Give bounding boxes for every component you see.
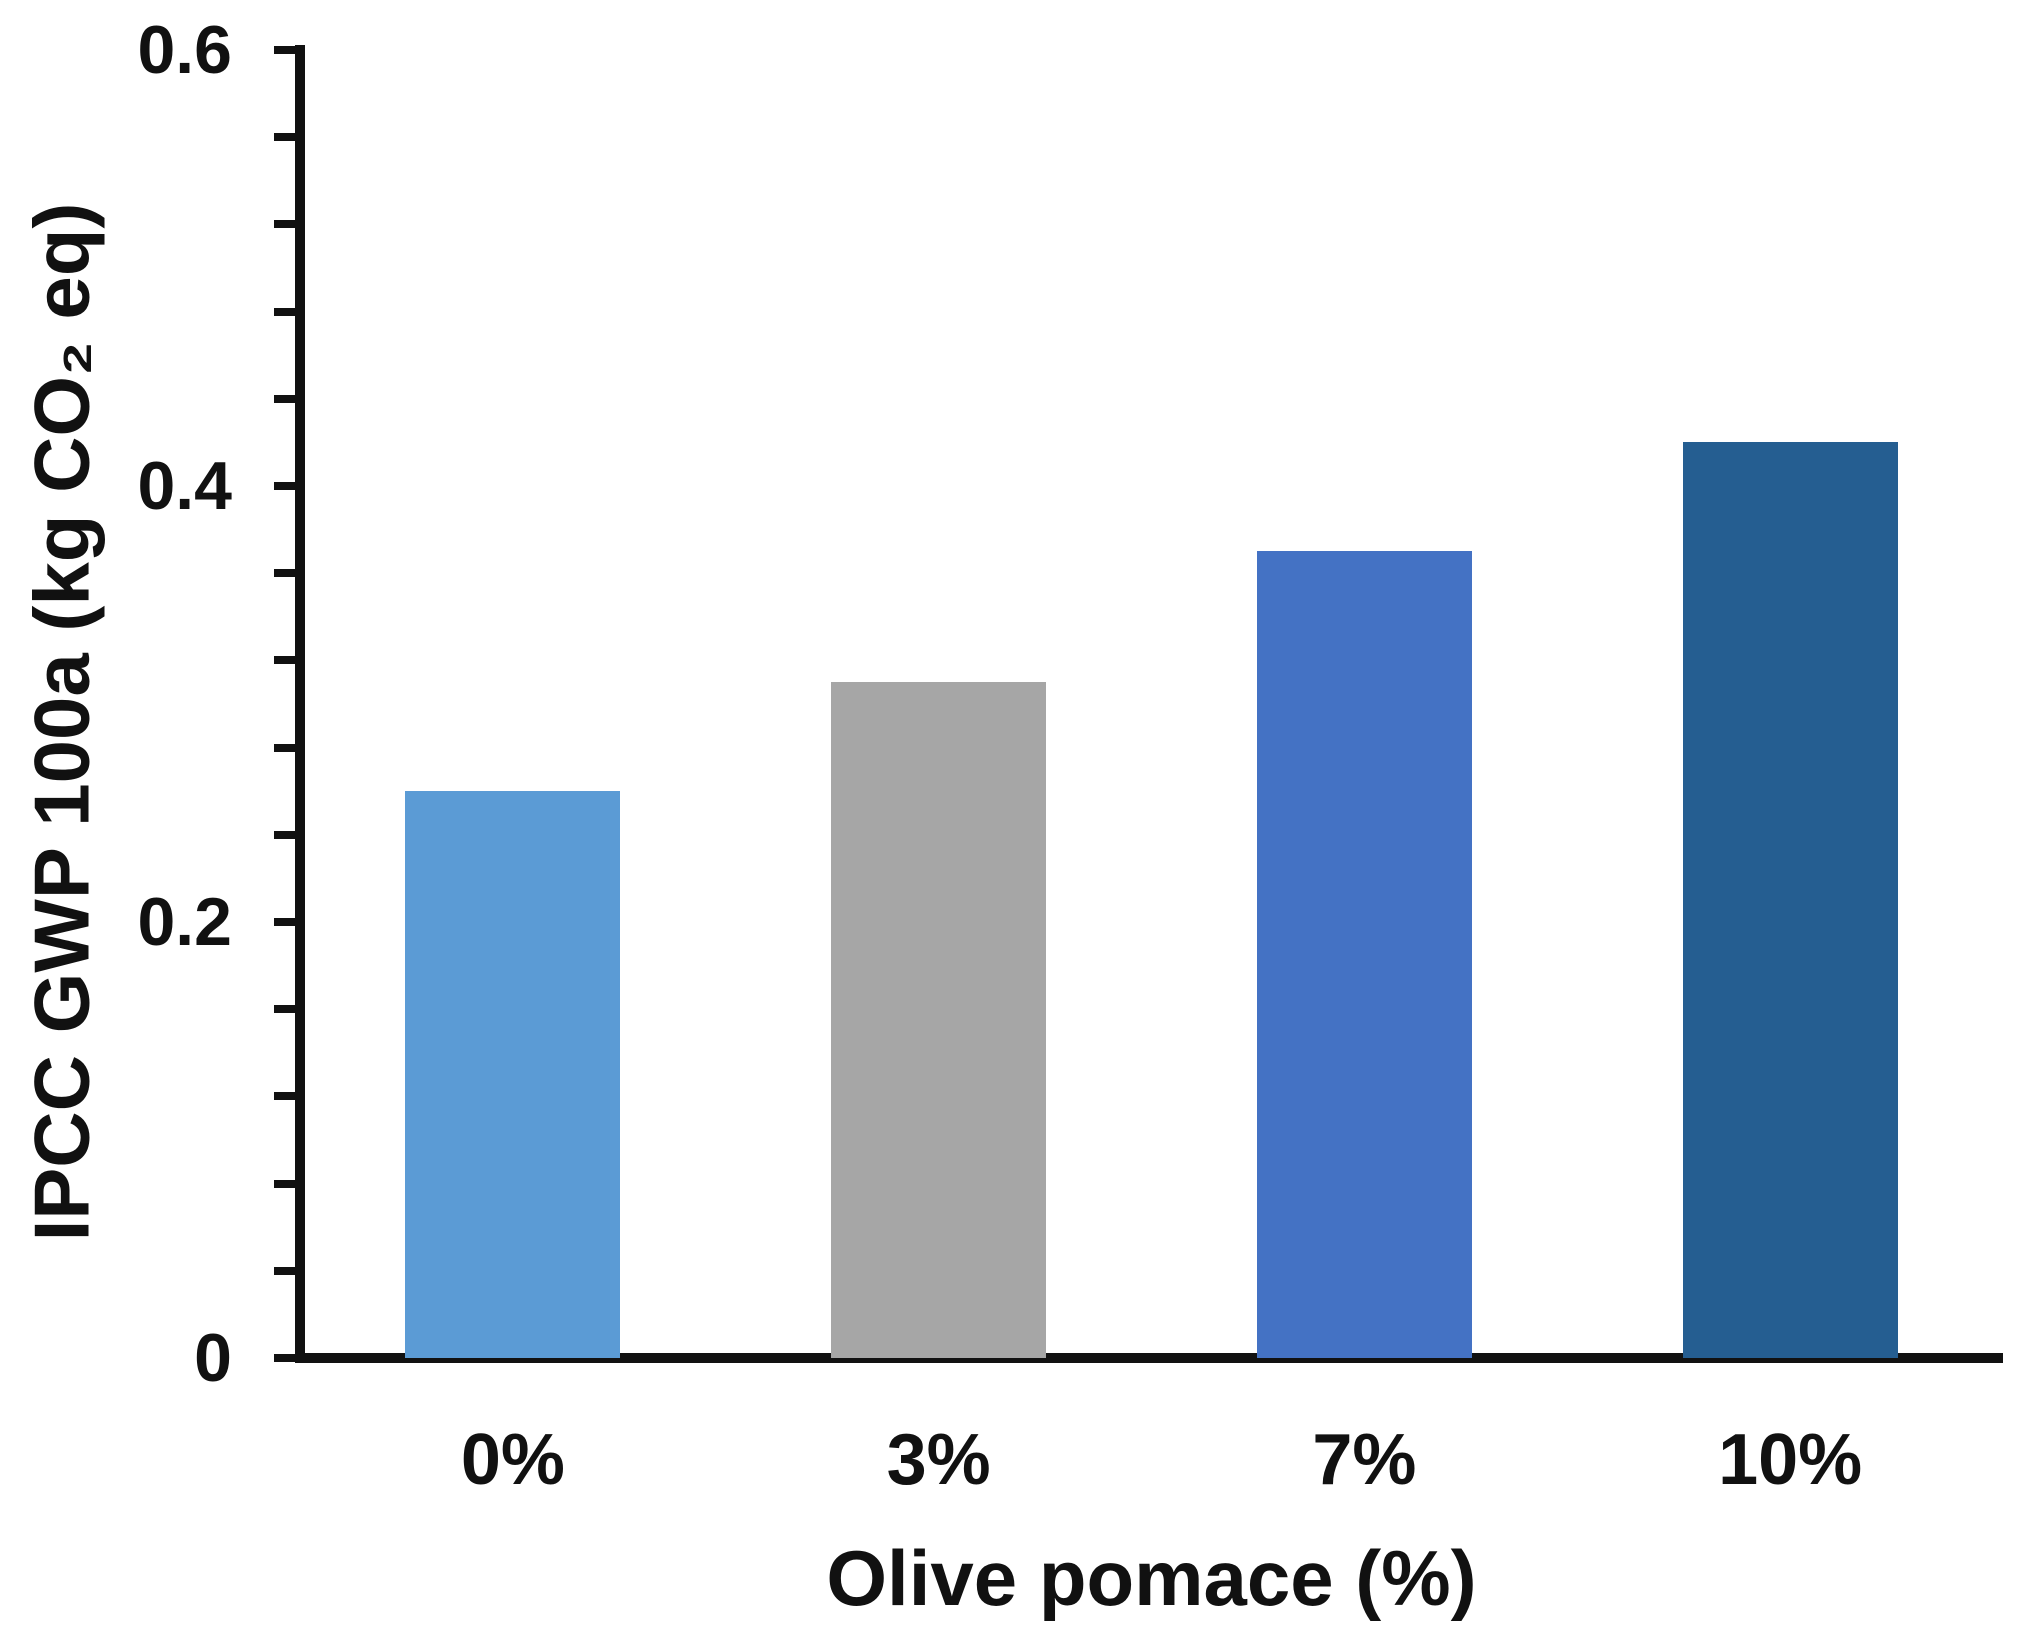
y-axis-tick: [274, 1354, 300, 1362]
y-axis-tick: [274, 743, 300, 752]
bar-10%: [1682, 442, 1898, 1358]
x-axis-tick-label: 10%: [1718, 1420, 1863, 1500]
x-axis-title: Olive pomace (%): [300, 1528, 2003, 1628]
y-axis-tick-label: 0.6: [137, 11, 232, 88]
y-axis-tick-label: 0: [194, 1320, 232, 1396]
y-axis-line: [295, 45, 305, 1363]
y-axis-tick: [274, 1092, 300, 1101]
y-axis-tick: [274, 656, 300, 665]
bar-0%: [405, 791, 621, 1358]
y-axis-tick-label: 0.2: [137, 884, 232, 960]
bar-3%: [831, 682, 1047, 1358]
y-axis-tick: [274, 133, 300, 142]
x-axis-tick-label: 0%: [460, 1420, 565, 1500]
x-axis-title-text: Olive pomace (%): [826, 1534, 1477, 1622]
y-axis-tick: [274, 1266, 300, 1275]
y-axis-tick-label: 0.4: [137, 448, 232, 524]
x-axis-line: [295, 1353, 2003, 1363]
y-axis-ticks: [274, 46, 300, 1362]
y-axis-tick: [274, 482, 300, 490]
y-axis-tick: [274, 220, 300, 229]
bar-7%: [1256, 551, 1472, 1358]
y-axis-tick: [274, 830, 300, 839]
y-axis-tick-labels: 0 0.2 0.4 0.6: [0, 0, 232, 1635]
y-axis-tick: [274, 569, 300, 578]
y-axis-tick: [274, 918, 300, 926]
bars-layer: [300, 50, 2003, 1358]
y-axis-tick: [274, 394, 300, 403]
x-axis-tick-label: 7%: [1312, 1420, 1417, 1500]
y-axis-tick: [274, 1179, 300, 1188]
x-axis-tick-labels: 0% 3% 7% 10%: [300, 1412, 2003, 1508]
y-axis-tick: [274, 1005, 300, 1014]
y-axis-tick: [274, 46, 300, 54]
y-axis-tick: [274, 307, 300, 316]
x-axis-tick-label: 3%: [886, 1420, 991, 1500]
